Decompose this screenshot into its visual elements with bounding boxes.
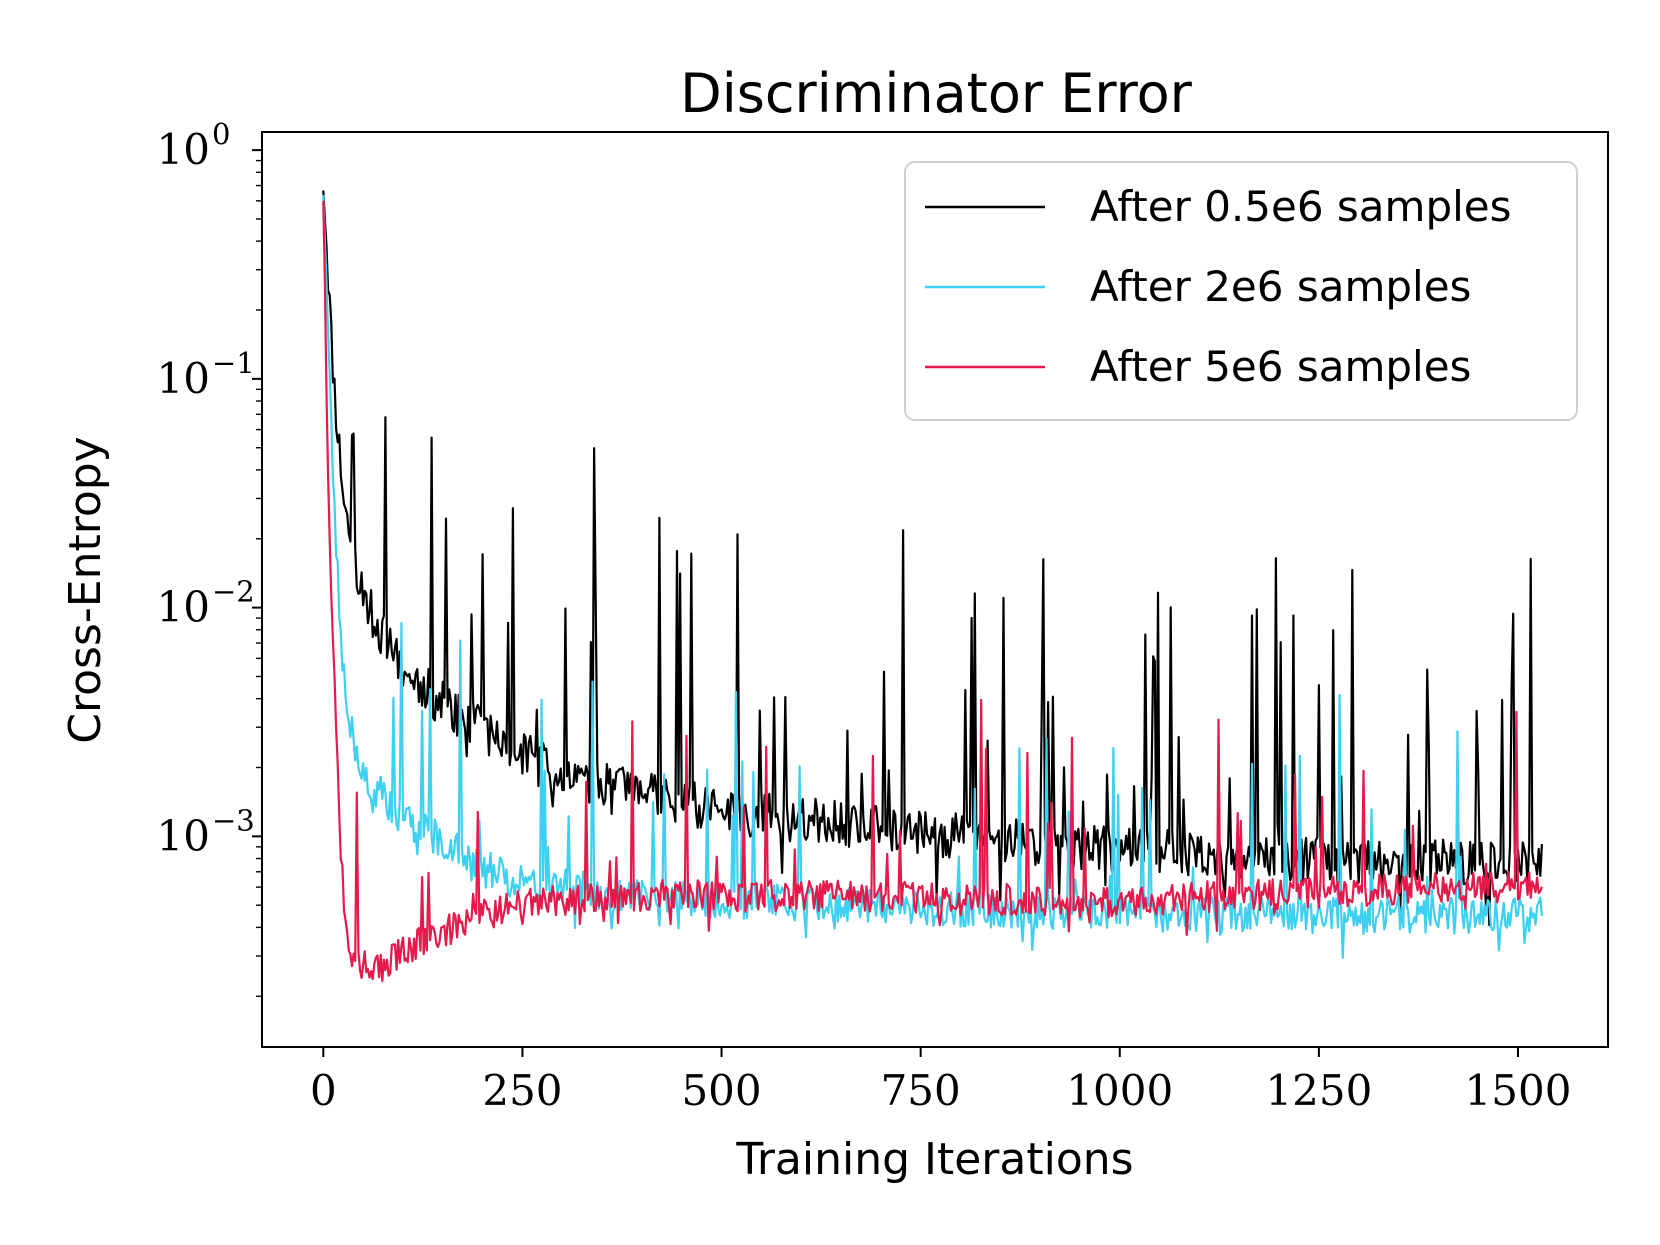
series-line-3: [322, 200, 1543, 983]
y-axis-label: Cross-Entropy: [60, 436, 111, 743]
chart-title: Discriminator Error: [680, 62, 1193, 125]
x-tick-label: 750: [881, 1066, 961, 1115]
y-tick-exponent: −3: [212, 803, 255, 837]
x-tick-label: 1000: [1066, 1066, 1173, 1115]
legend: After 0.5e6 samples After 2e6 samples Afte…: [904, 161, 1578, 421]
y-tick-label: 10: [157, 583, 210, 632]
x-axis-label: Training Iterations: [735, 1134, 1133, 1185]
legend-label: After 2e6 samples: [1090, 262, 1471, 311]
x-axis: 0 250 500 750 1000 1250 1500: [310, 1047, 1571, 1115]
legend-label: After 0.5e6 samples: [1090, 182, 1512, 231]
x-tick-label: 250: [482, 1066, 562, 1115]
y-tick-label: 10: [157, 354, 210, 403]
legend-label: After 5e6 samples: [1090, 342, 1471, 391]
x-tick-label: 1500: [1465, 1066, 1572, 1115]
y-tick-label: 10: [157, 125, 210, 174]
y-tick-exponent: 0: [212, 117, 230, 151]
x-tick-label: 1250: [1265, 1066, 1372, 1115]
series-layer: [322, 190, 1543, 983]
x-tick-label: 500: [681, 1066, 761, 1115]
series-line-2: [322, 194, 1543, 959]
y-tick-exponent: −1: [212, 346, 255, 380]
legend-box: [904, 161, 1578, 421]
x-tick-label: 0: [310, 1066, 337, 1115]
plot-frame: [261, 131, 1609, 1048]
plot-area: [322, 190, 1543, 983]
y-tick-exponent: −2: [212, 575, 255, 609]
y-tick-label: 10: [157, 811, 210, 860]
